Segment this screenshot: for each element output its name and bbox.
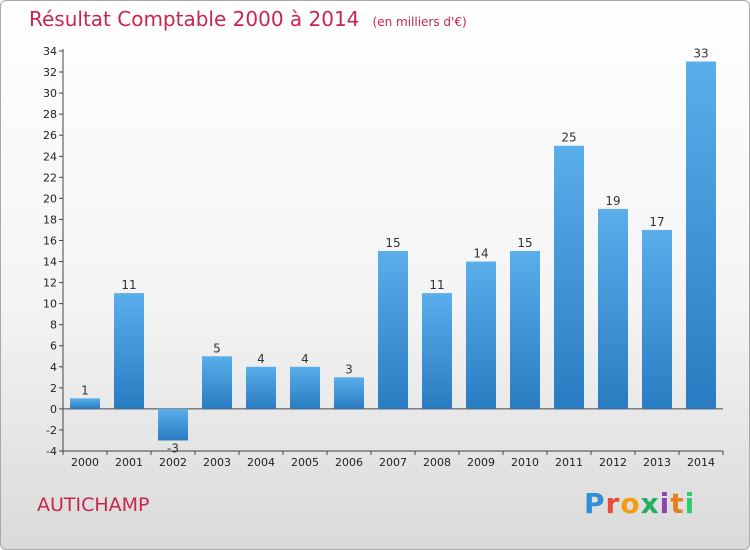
logo-letter: r (605, 487, 621, 520)
data-label-2001: 11 (121, 278, 136, 292)
y-tick-label: 22 (43, 171, 57, 184)
y-tick-label: 2 (50, 382, 57, 395)
bar-2005 (290, 366, 320, 409)
logo-letter: P (584, 487, 606, 520)
logo-letter: t (670, 487, 685, 520)
y-tick-label: 4 (50, 361, 57, 374)
bar-2009 (466, 261, 496, 409)
y-tick-label: -4 (46, 445, 57, 458)
data-label-2003: 5 (213, 341, 221, 355)
x-tick-label: 2002 (159, 456, 187, 469)
y-tick-label: 24 (43, 150, 57, 163)
data-label-2002: -3 (167, 441, 179, 455)
data-label-2008: 11 (429, 278, 444, 292)
bar-2000 (70, 398, 100, 409)
x-tick-label: 2010 (511, 456, 539, 469)
data-label-2007: 15 (385, 236, 400, 250)
logo-letter: i (684, 487, 696, 520)
x-tick-label: 2012 (599, 456, 627, 469)
bar-2007 (378, 251, 408, 409)
y-tick-label: 32 (43, 66, 57, 79)
bar-2002 (158, 408, 188, 441)
data-label-2009: 14 (473, 247, 488, 261)
chart-bars (70, 61, 716, 441)
y-tick-label: 18 (43, 213, 57, 226)
y-tick-label: 16 (43, 234, 57, 247)
place-name: AUTICHAMP (37, 494, 150, 516)
data-label-2012: 19 (605, 194, 620, 208)
data-label-2010: 15 (517, 236, 532, 250)
x-tick-label: 2003 (203, 456, 231, 469)
y-tick-label: 26 (43, 129, 57, 142)
y-tick-label: 28 (43, 108, 57, 121)
x-tick-label: 2007 (379, 456, 407, 469)
chart-subtitle: (en milliers d'€) (372, 15, 467, 29)
data-label-2004: 4 (257, 352, 265, 366)
y-tick-label: 20 (43, 192, 57, 205)
logo-letter: i (659, 487, 671, 520)
proxiti-logo: Proxiti (584, 487, 695, 520)
y-tick-label: -2 (46, 424, 57, 437)
y-tick-label: 12 (43, 277, 57, 290)
x-tick-label: 2008 (423, 456, 451, 469)
bar-2001 (114, 293, 144, 409)
x-tick-label: 2013 (643, 456, 671, 469)
data-label-2011: 25 (561, 131, 576, 145)
y-tick-label: 6 (50, 340, 57, 353)
x-tick-label: 2004 (247, 456, 275, 469)
data-label-2000: 1 (81, 383, 89, 397)
y-tick-label: 0 (50, 403, 57, 416)
chart-title: Résultat Comptable 2000 à 2014 (29, 7, 360, 31)
x-tick-label: 2001 (115, 456, 143, 469)
bar-2004 (246, 366, 276, 409)
y-tick-label: 34 (43, 45, 57, 58)
bar-2014 (686, 61, 716, 409)
data-label-2013: 17 (649, 215, 664, 229)
bar-2011 (554, 145, 584, 409)
bar-2010 (510, 251, 540, 409)
bar-2013 (642, 229, 672, 409)
data-label-2005: 4 (301, 352, 309, 366)
x-tick-label: 2009 (467, 456, 495, 469)
bar-2006 (334, 377, 364, 409)
x-tick-label: 2005 (291, 456, 319, 469)
x-tick-label: 2014 (687, 456, 715, 469)
y-tick-label: 10 (43, 298, 57, 311)
y-tick-label: 14 (43, 256, 57, 269)
logo-letter: o (620, 487, 641, 520)
y-tick-label: 30 (43, 87, 57, 100)
bar-2003 (202, 356, 232, 409)
logo-letter: x (640, 487, 660, 520)
data-label-2014: 33 (693, 47, 708, 61)
bar-2012 (598, 208, 628, 409)
chart-title-row: Résultat Comptable 2000 à 2014 (en milli… (29, 7, 467, 31)
x-tick-label: 2006 (335, 456, 363, 469)
x-tick-label: 2000 (71, 456, 99, 469)
y-tick-label: 8 (50, 319, 57, 332)
x-tick-label: 2011 (555, 456, 583, 469)
data-label-2006: 3 (345, 362, 353, 376)
bar-2008 (422, 293, 452, 409)
